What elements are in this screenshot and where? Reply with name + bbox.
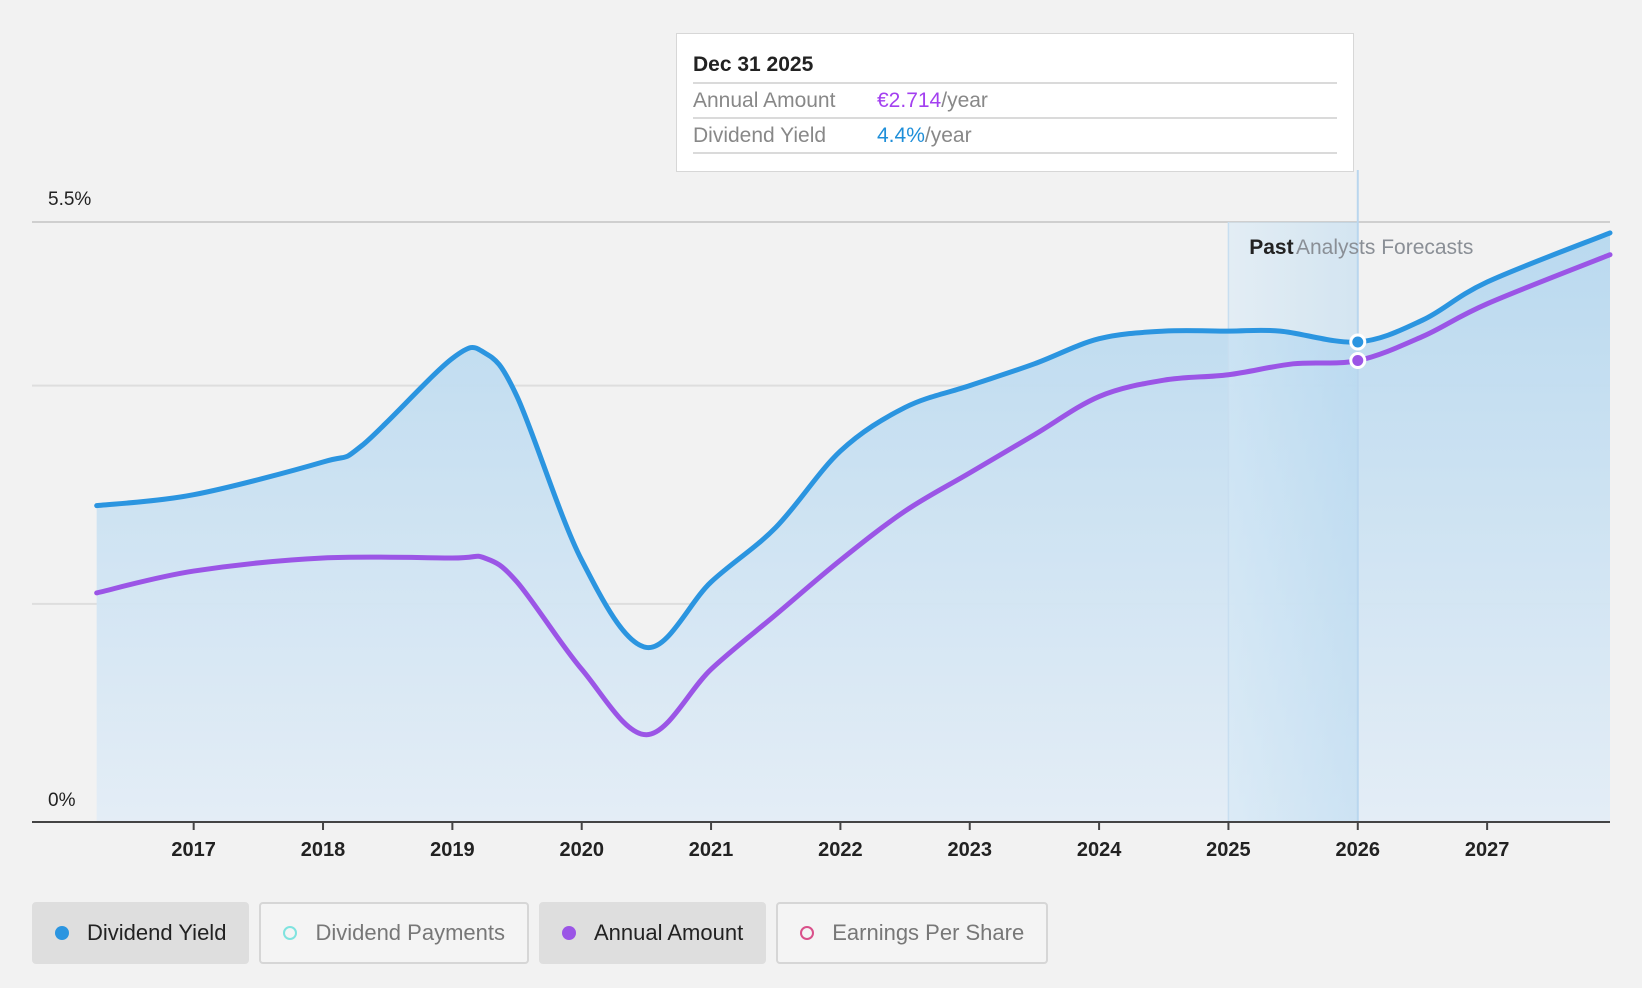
past-label: Past bbox=[1249, 236, 1293, 259]
x-tick-label: 2021 bbox=[689, 839, 734, 861]
filled-dot-icon bbox=[55, 926, 69, 940]
axis-layer: 2017 2018 2019 2020 2021 2022 2023 2024 2025 2026… bbox=[32, 821, 1610, 861]
legend-earnings-per-share-button[interactable]: Earnings Per Share bbox=[776, 902, 1049, 964]
label-layer: 5.5% 0% Past Analysts Forecasts bbox=[48, 189, 1473, 811]
x-tick-label: 2026 bbox=[1336, 839, 1381, 861]
tooltip-value: €2.714 bbox=[877, 89, 942, 112]
x-tick-label: 2020 bbox=[559, 839, 604, 861]
y-max-label: 5.5% bbox=[48, 189, 91, 210]
tooltip-value: 4.4% bbox=[877, 124, 925, 147]
legend-label: Earnings Per Share bbox=[832, 920, 1025, 945]
line-layer bbox=[94, 230, 1613, 738]
tooltip-unit: /year bbox=[924, 124, 972, 147]
x-tick-label: 2023 bbox=[947, 839, 992, 861]
yield-area bbox=[96, 232, 1611, 823]
x-tick-label: 2025 bbox=[1206, 839, 1251, 861]
area-layer bbox=[96, 232, 1611, 823]
tooltip-row-annual-amount: Annual Amount €2.714 /year bbox=[693, 84, 1337, 119]
legend-dividend-yield-button[interactable]: Dividend Yield bbox=[32, 902, 250, 964]
series-line-annual-amount bbox=[94, 252, 1613, 738]
filled-dot-icon bbox=[561, 926, 576, 940]
legend-label: Annual Amount bbox=[593, 920, 744, 945]
legend-annual-amount-button[interactable]: Annual Amount bbox=[538, 902, 767, 964]
highlight-point bbox=[1349, 352, 1367, 370]
hollow-dot-icon bbox=[800, 926, 815, 940]
tooltip-date: Dec 31 2025 bbox=[693, 48, 1337, 84]
dividend-chart: 2017 2018 2019 2020 2021 2022 2023 2024 2025 2026… bbox=[32, 170, 1613, 861]
legend-dividend-payments-button[interactable]: Dividend Payments bbox=[259, 902, 529, 964]
tooltip-row-dividend-yield: Dividend Yield 4.4% /year bbox=[693, 119, 1337, 154]
series-line-dividend-yield bbox=[94, 230, 1613, 650]
forecast-band-layer bbox=[1227, 170, 1359, 822]
x-tick-label: 2027 bbox=[1465, 839, 1510, 861]
x-tick-label: 2019 bbox=[430, 839, 475, 861]
legend-label: Dividend Yield bbox=[87, 920, 227, 945]
legend-label: Dividend Payments bbox=[315, 920, 505, 945]
legend: Dividend Yield Dividend Payments Annual … bbox=[32, 902, 1049, 964]
tooltip-unit: /year bbox=[941, 89, 988, 112]
hollow-dot-icon bbox=[283, 926, 298, 940]
x-tick-label: 2022 bbox=[818, 839, 863, 861]
tooltip-label: Dividend Yield bbox=[693, 124, 827, 147]
x-tick-label: 2017 bbox=[171, 839, 216, 861]
forecast-band bbox=[1228, 222, 1358, 822]
highlight-point bbox=[1349, 333, 1367, 351]
tooltip: Dec 31 2025 Annual Amount €2.714 /year D… bbox=[676, 33, 1354, 172]
y-min-label: 0% bbox=[48, 790, 76, 811]
x-tick-label: 2024 bbox=[1077, 839, 1122, 861]
x-tick-label: 2018 bbox=[301, 839, 346, 861]
forecast-label: Analysts Forecasts bbox=[1296, 236, 1473, 259]
tooltip-label: Annual Amount bbox=[693, 89, 836, 112]
